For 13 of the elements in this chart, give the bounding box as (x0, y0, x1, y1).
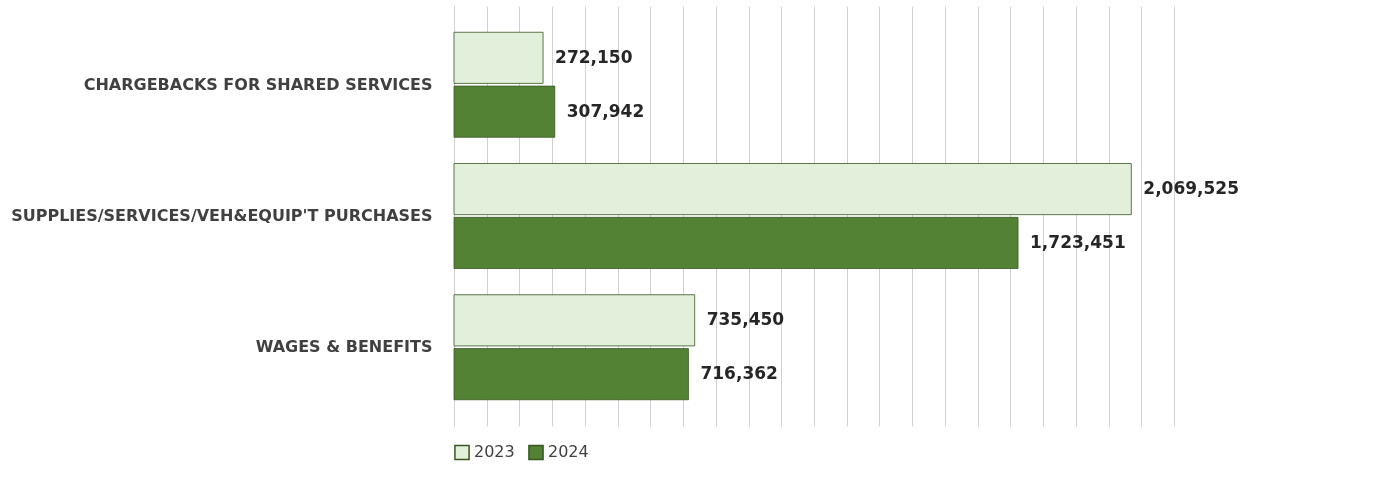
bar (453, 216, 1019, 269)
bar (453, 163, 1132, 216)
data-label: 272,150 (555, 46, 633, 67)
legend-label: 2023 (474, 442, 515, 462)
y-tick-label: SUPPLIES/SERVICES/VEH&EQUIP'T PURCHASES (11, 206, 433, 225)
y-tick-label: WAGES & BENEFITS (255, 337, 433, 357)
legend-label: 2024 (548, 442, 589, 462)
data-label: 307,942 (566, 100, 645, 121)
data-label: 716,362 (700, 363, 778, 384)
data-label: 735,450 (706, 309, 785, 330)
data-label: 2,069,525 (1143, 178, 1240, 199)
data-label: 1,723,451 (1030, 231, 1126, 252)
y-tick-label: CHARGEBACKS FOR SHARED SERVICES (83, 74, 433, 94)
